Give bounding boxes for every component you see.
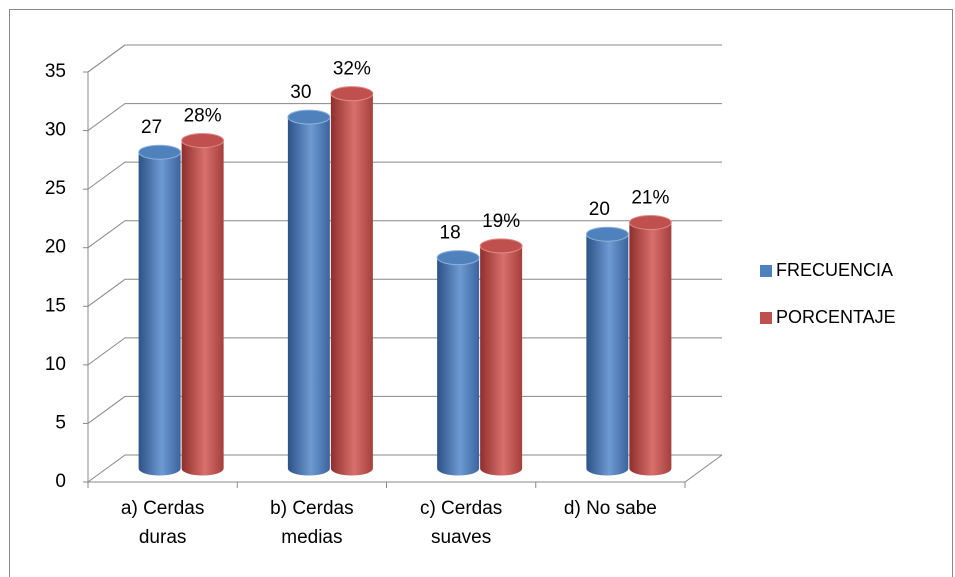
bar-top [181, 133, 225, 148]
bar-top [628, 215, 672, 230]
chart-border [9, 9, 953, 577]
grid-line [87, 278, 722, 307]
bar [586, 234, 629, 476]
bar-top [585, 226, 629, 242]
y-tick-label: 30 [45, 120, 66, 141]
grid-line [87, 220, 722, 249]
y-tick-label: 35 [45, 61, 66, 82]
bar-top [138, 144, 182, 160]
x-tick-label: c) Cerdas suaves [419, 498, 503, 548]
bar-top [436, 250, 480, 266]
data-label: 21% [631, 188, 669, 209]
bar [287, 117, 330, 476]
bar [437, 257, 480, 476]
bar [330, 93, 373, 476]
bar [138, 152, 181, 476]
x-tick-label: a) Cerdas duras [120, 498, 205, 548]
y-tick-label: 0 [55, 471, 66, 492]
data-label: 27 [141, 117, 162, 138]
grid-line [87, 161, 722, 190]
y-tick-label: 15 [45, 295, 66, 316]
y-tick-label: 10 [45, 354, 66, 375]
bar-top [287, 109, 331, 125]
data-label: 28% [184, 106, 222, 127]
data-label: 19% [482, 211, 520, 232]
y-tick-label: 20 [45, 237, 66, 258]
grid-line [87, 395, 722, 424]
bar [181, 140, 224, 476]
x-tick-label: b) Cerdas medias [270, 498, 354, 548]
legend-swatch [760, 312, 772, 324]
y-tick-label: 25 [45, 178, 66, 199]
bar [480, 245, 523, 476]
data-label: 30 [290, 82, 311, 103]
grid-line [87, 103, 722, 131]
grid-line [87, 454, 722, 483]
data-label: 18 [440, 223, 461, 244]
legend-swatch [760, 265, 772, 277]
data-label: 32% [333, 59, 371, 80]
y-tick-label: 5 [55, 412, 66, 433]
legend-label: FRECUENCIA [776, 260, 893, 280]
bar-top [330, 86, 374, 102]
legend-label: PORCENTAJE [776, 307, 896, 327]
x-tick-label: d) No sabe [563, 498, 657, 519]
bar [629, 222, 672, 476]
grid-line [87, 44, 722, 73]
data-label: 20 [589, 199, 610, 220]
bar-top [479, 238, 523, 254]
grid-line [87, 337, 722, 366]
